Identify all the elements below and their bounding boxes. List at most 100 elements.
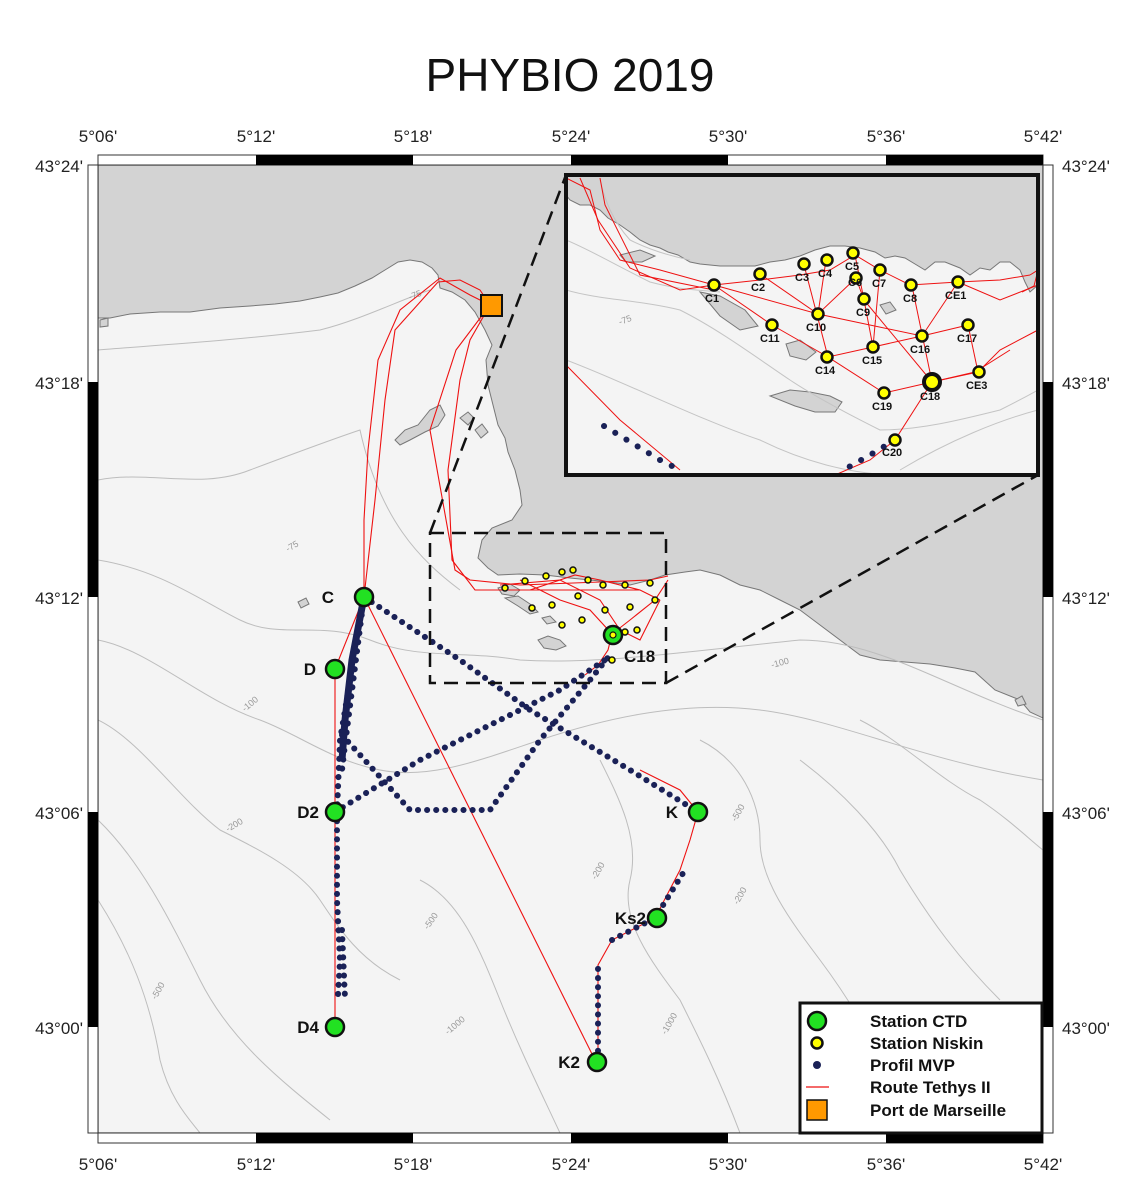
ctd-station-marker <box>646 907 668 929</box>
ctd-station-marker <box>324 658 346 680</box>
niskin-label: CE1 <box>945 290 966 302</box>
inset-land <box>566 175 1038 293</box>
inset-island <box>879 301 897 315</box>
station-label: D4 <box>297 1018 319 1037</box>
ctd-station-marker <box>324 801 346 823</box>
niskin-label: C2 <box>751 282 765 294</box>
niskin-marker <box>972 365 986 379</box>
lat-tick: 43°06' <box>35 804 83 823</box>
depth-label: -75 <box>407 288 423 302</box>
island-frioul <box>394 404 446 446</box>
lat-tick: 43°00' <box>1062 1019 1110 1038</box>
map-title: PHYBIO 2019 <box>425 49 715 101</box>
station-label: D <box>304 660 316 679</box>
niskin-label: C8 <box>903 293 917 305</box>
niskin-label: C14 <box>815 365 836 377</box>
niskin-label: C4 <box>818 268 833 280</box>
legend-niskin-symbol <box>810 1036 824 1050</box>
island-small-4 <box>99 317 109 328</box>
lat-tick: 43°18' <box>1062 374 1110 393</box>
niskin-marker <box>873 263 887 277</box>
lon-tick: 5°36' <box>867 127 905 146</box>
lat-ticks-right: 43°24' 43°18' 43°12' 43°06' 43°00' <box>1062 157 1110 1038</box>
lon-tick: 5°18' <box>394 127 432 146</box>
zoom-box <box>428 531 668 685</box>
niskin-marker <box>915 329 929 343</box>
niskin-marker <box>888 433 902 447</box>
niskin-label: C15 <box>862 355 882 367</box>
lon-tick: 5°18' <box>394 1155 432 1174</box>
legend-ctd-symbol <box>806 1010 828 1032</box>
legend: Station CTD Station Niskin Profil MVP Ro… <box>798 1001 1044 1135</box>
niskin-marker <box>765 318 779 332</box>
ctd-station-marker <box>324 1016 346 1038</box>
legend-port-symbol <box>806 1099 828 1121</box>
lat-ticks-left: 43°24' 43°18' 43°12' 43°06' 43°00' <box>35 157 83 1038</box>
niskin-marker <box>820 253 834 267</box>
niskin-marker <box>849 271 863 285</box>
station-label: K <box>666 803 679 822</box>
niskin-marker <box>753 267 767 281</box>
ctd-station-marker <box>586 1051 608 1073</box>
station-label: C18 <box>624 647 655 666</box>
niskin-label: C11 <box>760 333 780 345</box>
lon-tick: 5°12' <box>237 1155 275 1174</box>
niskin-label: C10 <box>806 322 826 334</box>
zoom-connector <box>665 473 1039 685</box>
niskin-label: C19 <box>872 401 892 413</box>
inset-island <box>785 339 817 361</box>
mvp-dense-track <box>338 596 368 761</box>
niskin-label: C7 <box>872 278 886 290</box>
station-label: K2 <box>558 1053 580 1072</box>
niskin-marker <box>797 257 811 271</box>
niskin-label: C18 <box>920 391 940 403</box>
niskin-small-markers <box>501 566 659 664</box>
island-small-2 <box>474 423 489 439</box>
legend-box <box>798 1001 1044 1135</box>
ctd-station-marker <box>687 801 709 823</box>
inset-map: -75 <box>564 173 1040 477</box>
niskin-label: C16 <box>910 344 930 356</box>
lon-tick: 5°06' <box>79 1155 117 1174</box>
inset-niskin-stations: C1 C2 C3 C4 C5 C6 C7 C8 CE1 C9 <box>705 246 987 459</box>
island-riou <box>537 635 567 651</box>
station-label: D2 <box>297 803 319 822</box>
niskin-label: C3 <box>795 272 809 284</box>
niskin-marker <box>707 278 721 292</box>
lat-tick: 43°12' <box>1062 589 1110 608</box>
route-tethys <box>334 277 699 1061</box>
niskin-label: CE3 <box>966 380 987 392</box>
lat-tick: 43°18' <box>35 374 83 393</box>
lon-tick: 5°30' <box>709 127 747 146</box>
niskin-overlay <box>609 631 617 639</box>
inset-depth-label: -75 <box>617 313 633 327</box>
graticule-border <box>87 154 1054 1144</box>
niskin-marker <box>877 386 891 400</box>
island-small-5 <box>1014 695 1027 707</box>
niskin-marker-c18 <box>922 372 942 392</box>
legend-mvp-symbol <box>813 1061 821 1069</box>
lon-tick: 5°36' <box>867 1155 905 1174</box>
niskin-marker <box>846 246 860 260</box>
lon-ticks-bottom: 5°06' 5°12' 5°18' 5°24' 5°30' 5°36' 5°42… <box>79 1155 1062 1174</box>
lat-tick: 43°12' <box>35 589 83 608</box>
lon-tick: 5°30' <box>709 1155 747 1174</box>
lat-tick: 43°24' <box>1062 157 1110 176</box>
lon-tick: 5°42' <box>1024 127 1062 146</box>
niskin-marker <box>866 340 880 354</box>
inset-island <box>698 291 759 331</box>
depth-label: -100 <box>770 656 790 670</box>
niskin-marker <box>857 292 871 306</box>
inset-mvp <box>601 423 898 475</box>
lat-tick: 43°24' <box>35 157 83 176</box>
lat-tick: 43°00' <box>35 1019 83 1038</box>
niskin-label: C9 <box>856 307 870 319</box>
inset-island <box>768 389 843 413</box>
lon-tick: 5°24' <box>552 1155 590 1174</box>
lon-ticks-top: 5°06' 5°12' 5°18' 5°24' 5°30' 5°36' 5°42… <box>79 127 1062 146</box>
niskin-marker <box>820 350 834 364</box>
zoom-connector <box>428 174 568 534</box>
niskin-marker <box>961 318 975 332</box>
lon-tick: 5°42' <box>1024 1155 1062 1174</box>
